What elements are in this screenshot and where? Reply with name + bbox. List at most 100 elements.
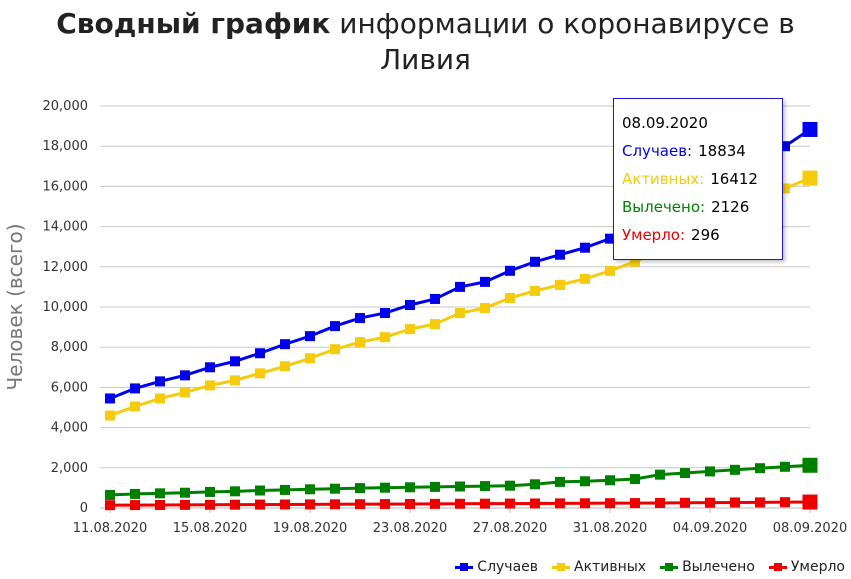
data-point [430,481,440,492]
legend-label-recovered: Вылечено [682,559,755,575]
data-point [405,324,415,335]
y-tick-label: 6,000 [51,380,88,395]
data-point [305,331,315,342]
data-point [555,249,565,260]
data-point [205,499,215,510]
data-point [802,457,818,473]
legend-label-active: Активных [574,559,647,575]
data-point [380,308,390,319]
data-point [130,500,140,511]
x-tick-label: 19.08.2020 [273,521,347,536]
data-point [405,498,415,509]
data-point [505,265,515,276]
data-point [130,488,140,499]
tooltip-value-cases: 18834 [698,142,746,160]
tooltip-label-cases: Случаев: [622,142,693,160]
data-point [355,499,365,510]
data-point [230,486,240,497]
data-point [155,376,165,387]
data-point [230,499,240,510]
y-tick-label: 12,000 [43,260,89,275]
y-tick-label: 8,000 [51,340,88,355]
legend-item-cases[interactable]: Случаев [455,559,538,575]
y-tick-label: 10,000 [43,300,89,315]
data-point [480,481,490,492]
data-point [505,480,515,491]
legend-item-recovered[interactable]: Вылечено [660,559,755,575]
y-tick-label: 20,000 [43,99,89,114]
data-point [780,461,790,472]
data-point [580,273,590,284]
data-point [802,121,818,137]
tooltip-date: 08.09.2020 [622,114,708,132]
y-tick-label: 18,000 [43,139,89,154]
data-point [130,401,140,412]
data-point [405,482,415,493]
data-point [605,475,615,486]
data-point [255,485,265,496]
y-tick-label: 14,000 [43,220,89,235]
data-point [705,466,715,477]
data-point [430,498,440,509]
legend-item-active[interactable]: Активных [552,559,646,575]
data-point [555,498,565,509]
data-point [605,265,615,276]
y-tick-label: 2,000 [51,461,88,476]
data-point [430,319,440,330]
data-point [330,499,340,510]
data-point [530,498,540,509]
data-point [305,484,315,495]
tooltip-label-deaths: Умерло: [622,226,686,244]
data-point [630,256,640,267]
data-point [780,497,790,508]
data-point [180,487,190,498]
data-point [480,498,490,509]
data-point [405,299,415,310]
data-point [305,499,315,510]
data-point [280,339,290,350]
data-point [630,474,640,485]
data-point [105,410,115,421]
x-tick-label: 08.09.2020 [773,521,847,536]
tooltip-row-active: Активных: 16412 [622,165,774,193]
data-point [180,387,190,398]
data-point [755,497,765,508]
data-point [305,353,315,364]
legend-label-deaths: Умерло [790,559,845,575]
data-point [480,276,490,287]
data-point [580,498,590,509]
legend-label-cases: Случаев [477,559,539,575]
data-point [280,499,290,510]
tooltip-value-deaths: 296 [691,226,720,244]
data-point [530,256,540,267]
x-tick-label: 11.08.2020 [73,521,147,536]
legend-item-deaths[interactable]: Умерло [768,559,845,575]
data-point [802,494,818,510]
data-point [455,281,465,292]
tooltip-value-recovered: 2126 [711,198,750,216]
tooltip-row-deaths: Умерло: 296 [622,221,774,249]
data-point [230,356,240,367]
y-tick-label: 16,000 [43,179,89,194]
data-point [105,500,115,511]
tooltip-label-active: Активных: [622,170,705,188]
data-point [155,488,165,499]
data-point [380,332,390,343]
x-tick-label: 23.08.2020 [373,521,447,536]
chart-title-rest: информации о коронавирусе в [339,7,795,40]
data-point [605,498,615,509]
data-point [330,344,340,355]
data-point [555,279,565,290]
data-point [730,497,740,508]
data-point [505,498,515,509]
data-point [205,380,215,391]
data-point [530,285,540,296]
legend-swatch-icon [768,562,787,571]
legend-swatch-icon [455,562,474,571]
x-tick-label: 31.08.2020 [573,521,647,536]
x-tick-label: 27.08.2020 [473,521,547,536]
data-point [705,497,715,508]
data-point [280,484,290,495]
chart-title-bold: Сводный график [56,7,331,40]
data-point [330,321,340,332]
